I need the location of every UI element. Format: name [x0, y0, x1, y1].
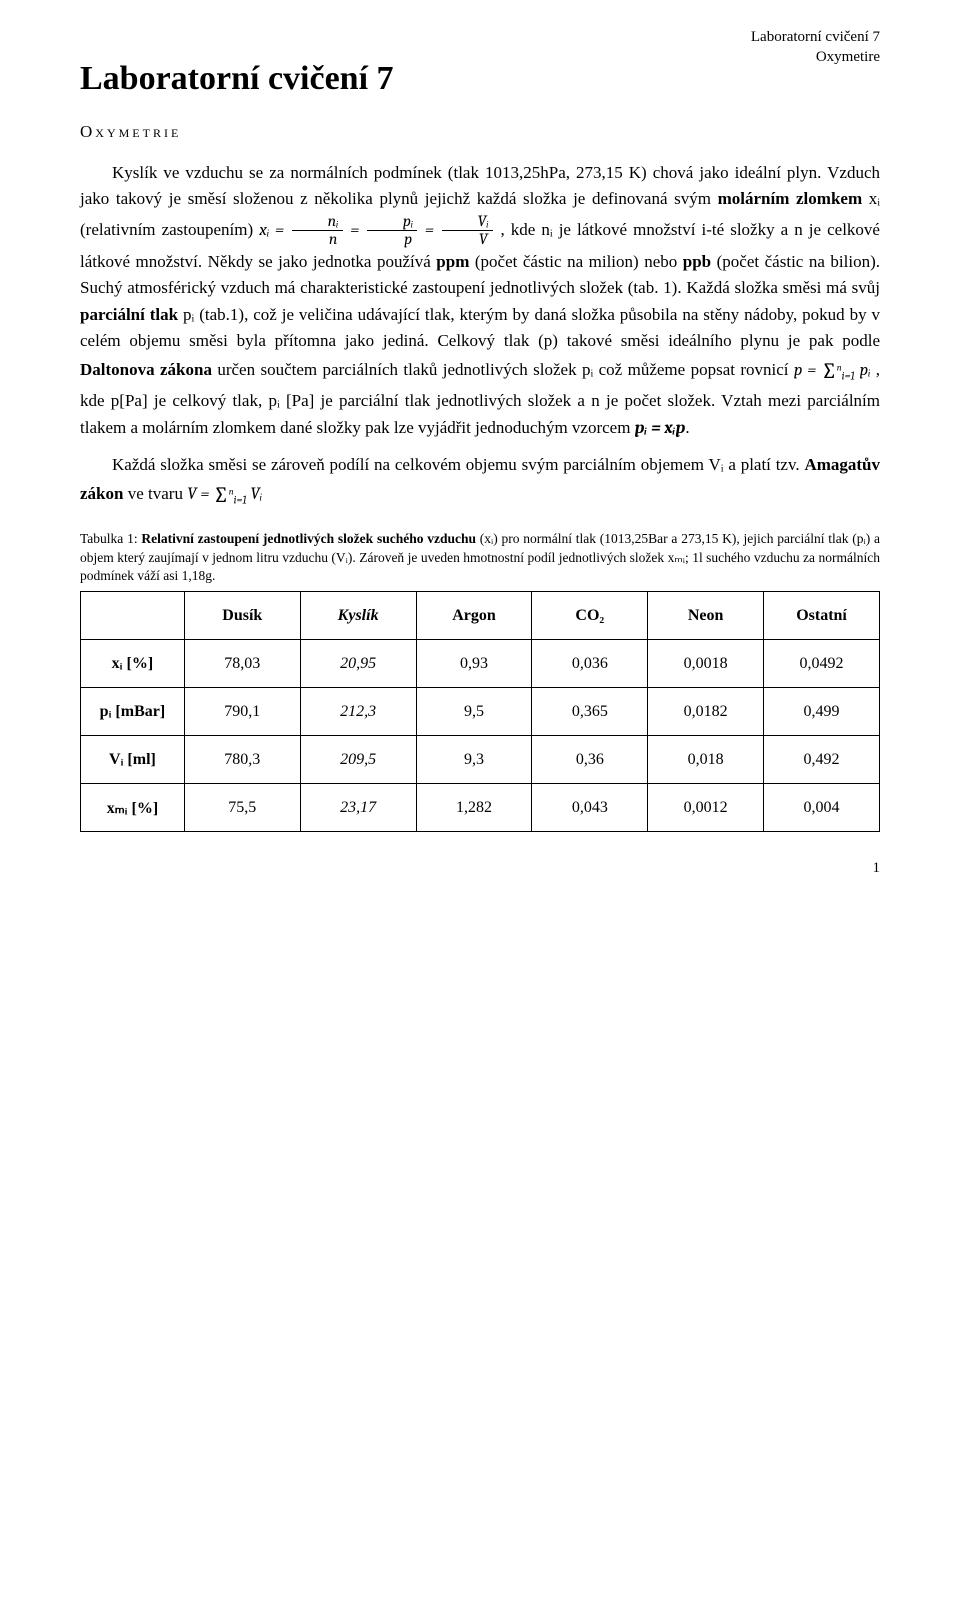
paragraph-1: Kyslík ve vzduchu se za normálních podmí…: [80, 160, 880, 442]
page-number: 1: [80, 860, 880, 877]
table-col-header: Dusík: [184, 592, 300, 640]
header-line-2: Oxymetire: [751, 48, 880, 68]
table-col-header: Ostatní: [764, 592, 880, 640]
page-subtitle: Oxymetrie: [80, 122, 880, 142]
table-cell: 0,043: [532, 784, 648, 832]
table-cell: 0,365: [532, 688, 648, 736]
frac-Vi-V: VᵢV: [442, 213, 493, 249]
table-cell: 790,1: [184, 688, 300, 736]
table-cell: 0,492: [764, 736, 880, 784]
table-row-header: xₘᵢ [%]: [81, 784, 185, 832]
table-cell: 9,5: [416, 688, 532, 736]
table-cell: 780,3: [184, 736, 300, 784]
table-row-header: xᵢ [%]: [81, 640, 185, 688]
p1-text-f: (počet částic na milion) nebo: [469, 252, 682, 271]
sum-lower: i=1: [842, 370, 855, 383]
table-header-row: DusíkKyslíkArgonCO₂NeonOstatní: [81, 592, 880, 640]
formula-pi-xi-p: pᵢ = xᵢp: [635, 419, 686, 438]
table-cell: 1,282: [416, 784, 532, 832]
page-header-right: Laboratorní cvičení 7 Oxymetire: [751, 28, 880, 67]
formula-amagat: V = ∑ni=1 Vᵢ: [187, 485, 262, 504]
table-cell: 0,499: [764, 688, 880, 736]
table-row: pᵢ [mBar]790,1212,39,50,3650,01820,499: [81, 688, 880, 736]
p2-text-c: ve tvaru: [123, 484, 187, 503]
table-row: Vᵢ [ml]780,3209,59,30,360,0180,492: [81, 736, 880, 784]
table-cell: 0,0182: [648, 688, 764, 736]
formula-xi-definition: xᵢ = nᵢn = pᵢp = VᵢV: [259, 221, 500, 240]
table-cell: 0,018: [648, 736, 764, 784]
p1-term-parcialni-tlak: parciální tlak: [80, 305, 178, 324]
table-cell: 0,004: [764, 784, 880, 832]
table-cell: 0,036: [532, 640, 648, 688]
caption-bold: Relativní zastoupení jednotlivých složek…: [141, 531, 476, 546]
p1-text-j: pᵢ (tab.1), což je veličina udávající tl…: [80, 305, 880, 350]
table-cell: 20,95: [300, 640, 416, 688]
table-cell: 78,03: [184, 640, 300, 688]
frac-pi-p: pᵢp: [367, 213, 418, 249]
amagat-lhs: V: [187, 485, 196, 504]
table-cell: 0,0492: [764, 640, 880, 688]
p1-term-dalton: Daltonova zákona: [80, 360, 212, 379]
xi-lhs: xᵢ: [259, 221, 269, 240]
table-body: xᵢ [%]78,0320,950,930,0360,00180,0492pᵢ …: [81, 640, 880, 832]
table-cell: 75,5: [184, 784, 300, 832]
table-caption: Tabulka 1: Relativní zastoupení jednotli…: [80, 530, 880, 585]
p1-text-n: .: [685, 418, 689, 437]
table-cell: 9,3: [416, 736, 532, 784]
sum-symbol-2: ∑: [213, 482, 229, 508]
p1-term-ppb: ppb: [683, 252, 711, 271]
formula-dalton: p = ∑ni=1 pᵢ: [794, 361, 876, 380]
table-cell: 0,93: [416, 640, 532, 688]
table-row-header: pᵢ [mBar]: [81, 688, 185, 736]
table-row: xₘᵢ [%]75,523,171,2820,0430,00120,004: [81, 784, 880, 832]
caption-prefix: Tabulka 1:: [80, 531, 141, 546]
table-cell: 0,36: [532, 736, 648, 784]
amagat-term: Vᵢ: [250, 485, 262, 504]
table-cell: 23,17: [300, 784, 416, 832]
table-col-header: Neon: [648, 592, 764, 640]
paragraph-2: Každá složka směsi se zároveň podílí na …: [80, 452, 880, 512]
table-col-header: Kyslík: [300, 592, 416, 640]
header-line-1: Laboratorní cvičení 7: [751, 28, 880, 48]
table-cell: 0,0012: [648, 784, 764, 832]
table-cell: 212,3: [300, 688, 416, 736]
table-cell: 209,5: [300, 736, 416, 784]
sum-lower-2: i=1: [234, 494, 247, 507]
table-row: xᵢ [%]78,0320,950,930,0360,00180,0492: [81, 640, 880, 688]
table-air-composition: DusíkKyslíkArgonCO₂NeonOstatní xᵢ [%]78,…: [80, 591, 880, 832]
dalton-term: pᵢ: [860, 361, 871, 380]
sum-symbol: ∑: [821, 358, 837, 384]
p1-term-ppm: ppm: [436, 252, 469, 271]
frac-ni-n: nᵢn: [292, 213, 343, 249]
table-col-header: Argon: [416, 592, 532, 640]
table-col-header: CO₂: [532, 592, 648, 640]
p1-term-molarni-zlomek: molárním zlomkem: [718, 189, 863, 208]
table-cell: 0,0018: [648, 640, 764, 688]
dalton-lhs: p: [794, 361, 803, 380]
p2-text-a: Každá složka směsi se zároveň podílí na …: [112, 455, 804, 474]
table-col-header: [81, 592, 185, 640]
p1-text-l: určen součtem parciálních tlaků jednotli…: [212, 360, 794, 379]
table-row-header: Vᵢ [ml]: [81, 736, 185, 784]
page: Laboratorní cvičení 7 Oxymetire Laborato…: [0, 0, 960, 917]
